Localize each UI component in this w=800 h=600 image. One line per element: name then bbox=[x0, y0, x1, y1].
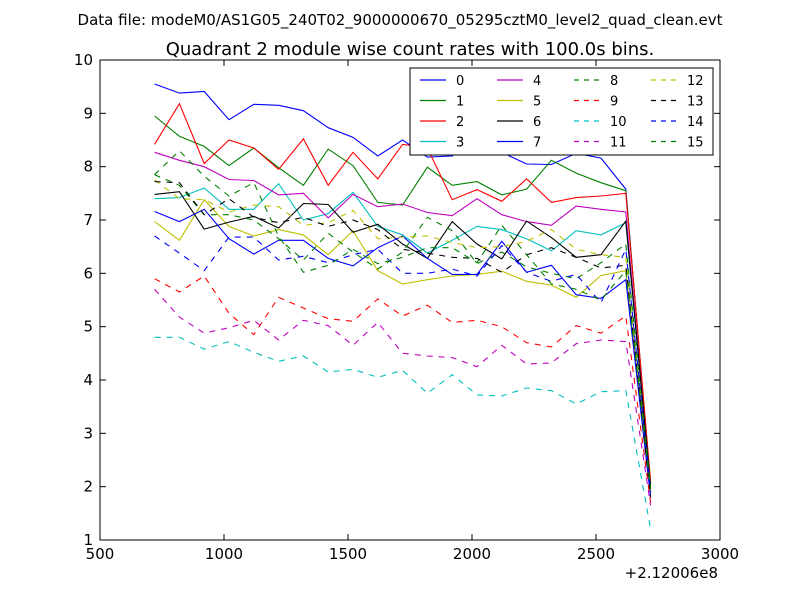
series-line-9 bbox=[154, 275, 652, 503]
series-line-1 bbox=[154, 115, 652, 485]
series-line-6 bbox=[154, 191, 652, 487]
x-tick-label: 2500 bbox=[577, 545, 615, 563]
x-tick-label: 1500 bbox=[329, 545, 367, 563]
legend-label-8: 8 bbox=[610, 74, 618, 89]
series-line-0 bbox=[154, 83, 652, 490]
chart-suptitle: Data file: modeM0/AS1G05_240T02_90000006… bbox=[78, 11, 723, 30]
legend-label-7: 7 bbox=[533, 136, 541, 151]
series-line-14 bbox=[154, 235, 652, 493]
x-tick-label: 500 bbox=[86, 545, 115, 563]
series-line-4 bbox=[154, 151, 652, 493]
y-tick-label: 4 bbox=[83, 371, 93, 389]
legend-label-4: 4 bbox=[533, 74, 541, 89]
y-tick-label: 7 bbox=[83, 211, 93, 229]
series-line-5 bbox=[154, 198, 652, 495]
y-tick-label: 8 bbox=[83, 158, 93, 176]
legend-label-12: 12 bbox=[687, 74, 704, 89]
legend-label-1: 1 bbox=[456, 95, 464, 110]
series-line-10 bbox=[154, 336, 652, 530]
y-tick-label: 3 bbox=[83, 424, 93, 442]
series-line-15 bbox=[154, 149, 652, 490]
series-line-12 bbox=[154, 179, 652, 495]
legend-label-0: 0 bbox=[456, 74, 464, 89]
legend-label-5: 5 bbox=[533, 95, 541, 110]
legend-label-9: 9 bbox=[610, 95, 618, 110]
series-line-7 bbox=[154, 208, 652, 498]
legend-box bbox=[409, 67, 714, 156]
legend-label-10: 10 bbox=[610, 115, 627, 130]
x-tick-label: 1000 bbox=[205, 545, 243, 563]
legend-label-11: 11 bbox=[610, 136, 627, 151]
y-tick-label: 9 bbox=[83, 104, 93, 122]
y-tick-label: 6 bbox=[83, 264, 93, 282]
y-tick-label: 1 bbox=[83, 531, 93, 549]
y-tick-label: 5 bbox=[83, 318, 93, 336]
x-offset-label: +2.12006e8 bbox=[625, 564, 718, 582]
legend-label-3: 3 bbox=[456, 136, 464, 151]
legend-label-15: 15 bbox=[687, 136, 704, 151]
series-line-13 bbox=[154, 181, 652, 498]
legend-label-6: 6 bbox=[533, 115, 541, 130]
legend-label-13: 13 bbox=[687, 95, 704, 110]
series-group bbox=[154, 83, 652, 530]
plot-frame bbox=[99, 59, 721, 541]
series-line-2 bbox=[154, 102, 652, 482]
legend-label-14: 14 bbox=[687, 115, 704, 130]
x-tick-label: 3000 bbox=[701, 545, 739, 563]
y-tick-label: 10 bbox=[74, 51, 93, 69]
y-tick-label: 2 bbox=[83, 478, 93, 496]
legend-label-2: 2 bbox=[456, 115, 464, 130]
x-tick-label: 2000 bbox=[453, 545, 491, 563]
series-line-11 bbox=[154, 288, 652, 506]
chart-title: Quadrant 2 module wise count rates with … bbox=[166, 39, 655, 60]
series-line-3 bbox=[154, 182, 652, 487]
